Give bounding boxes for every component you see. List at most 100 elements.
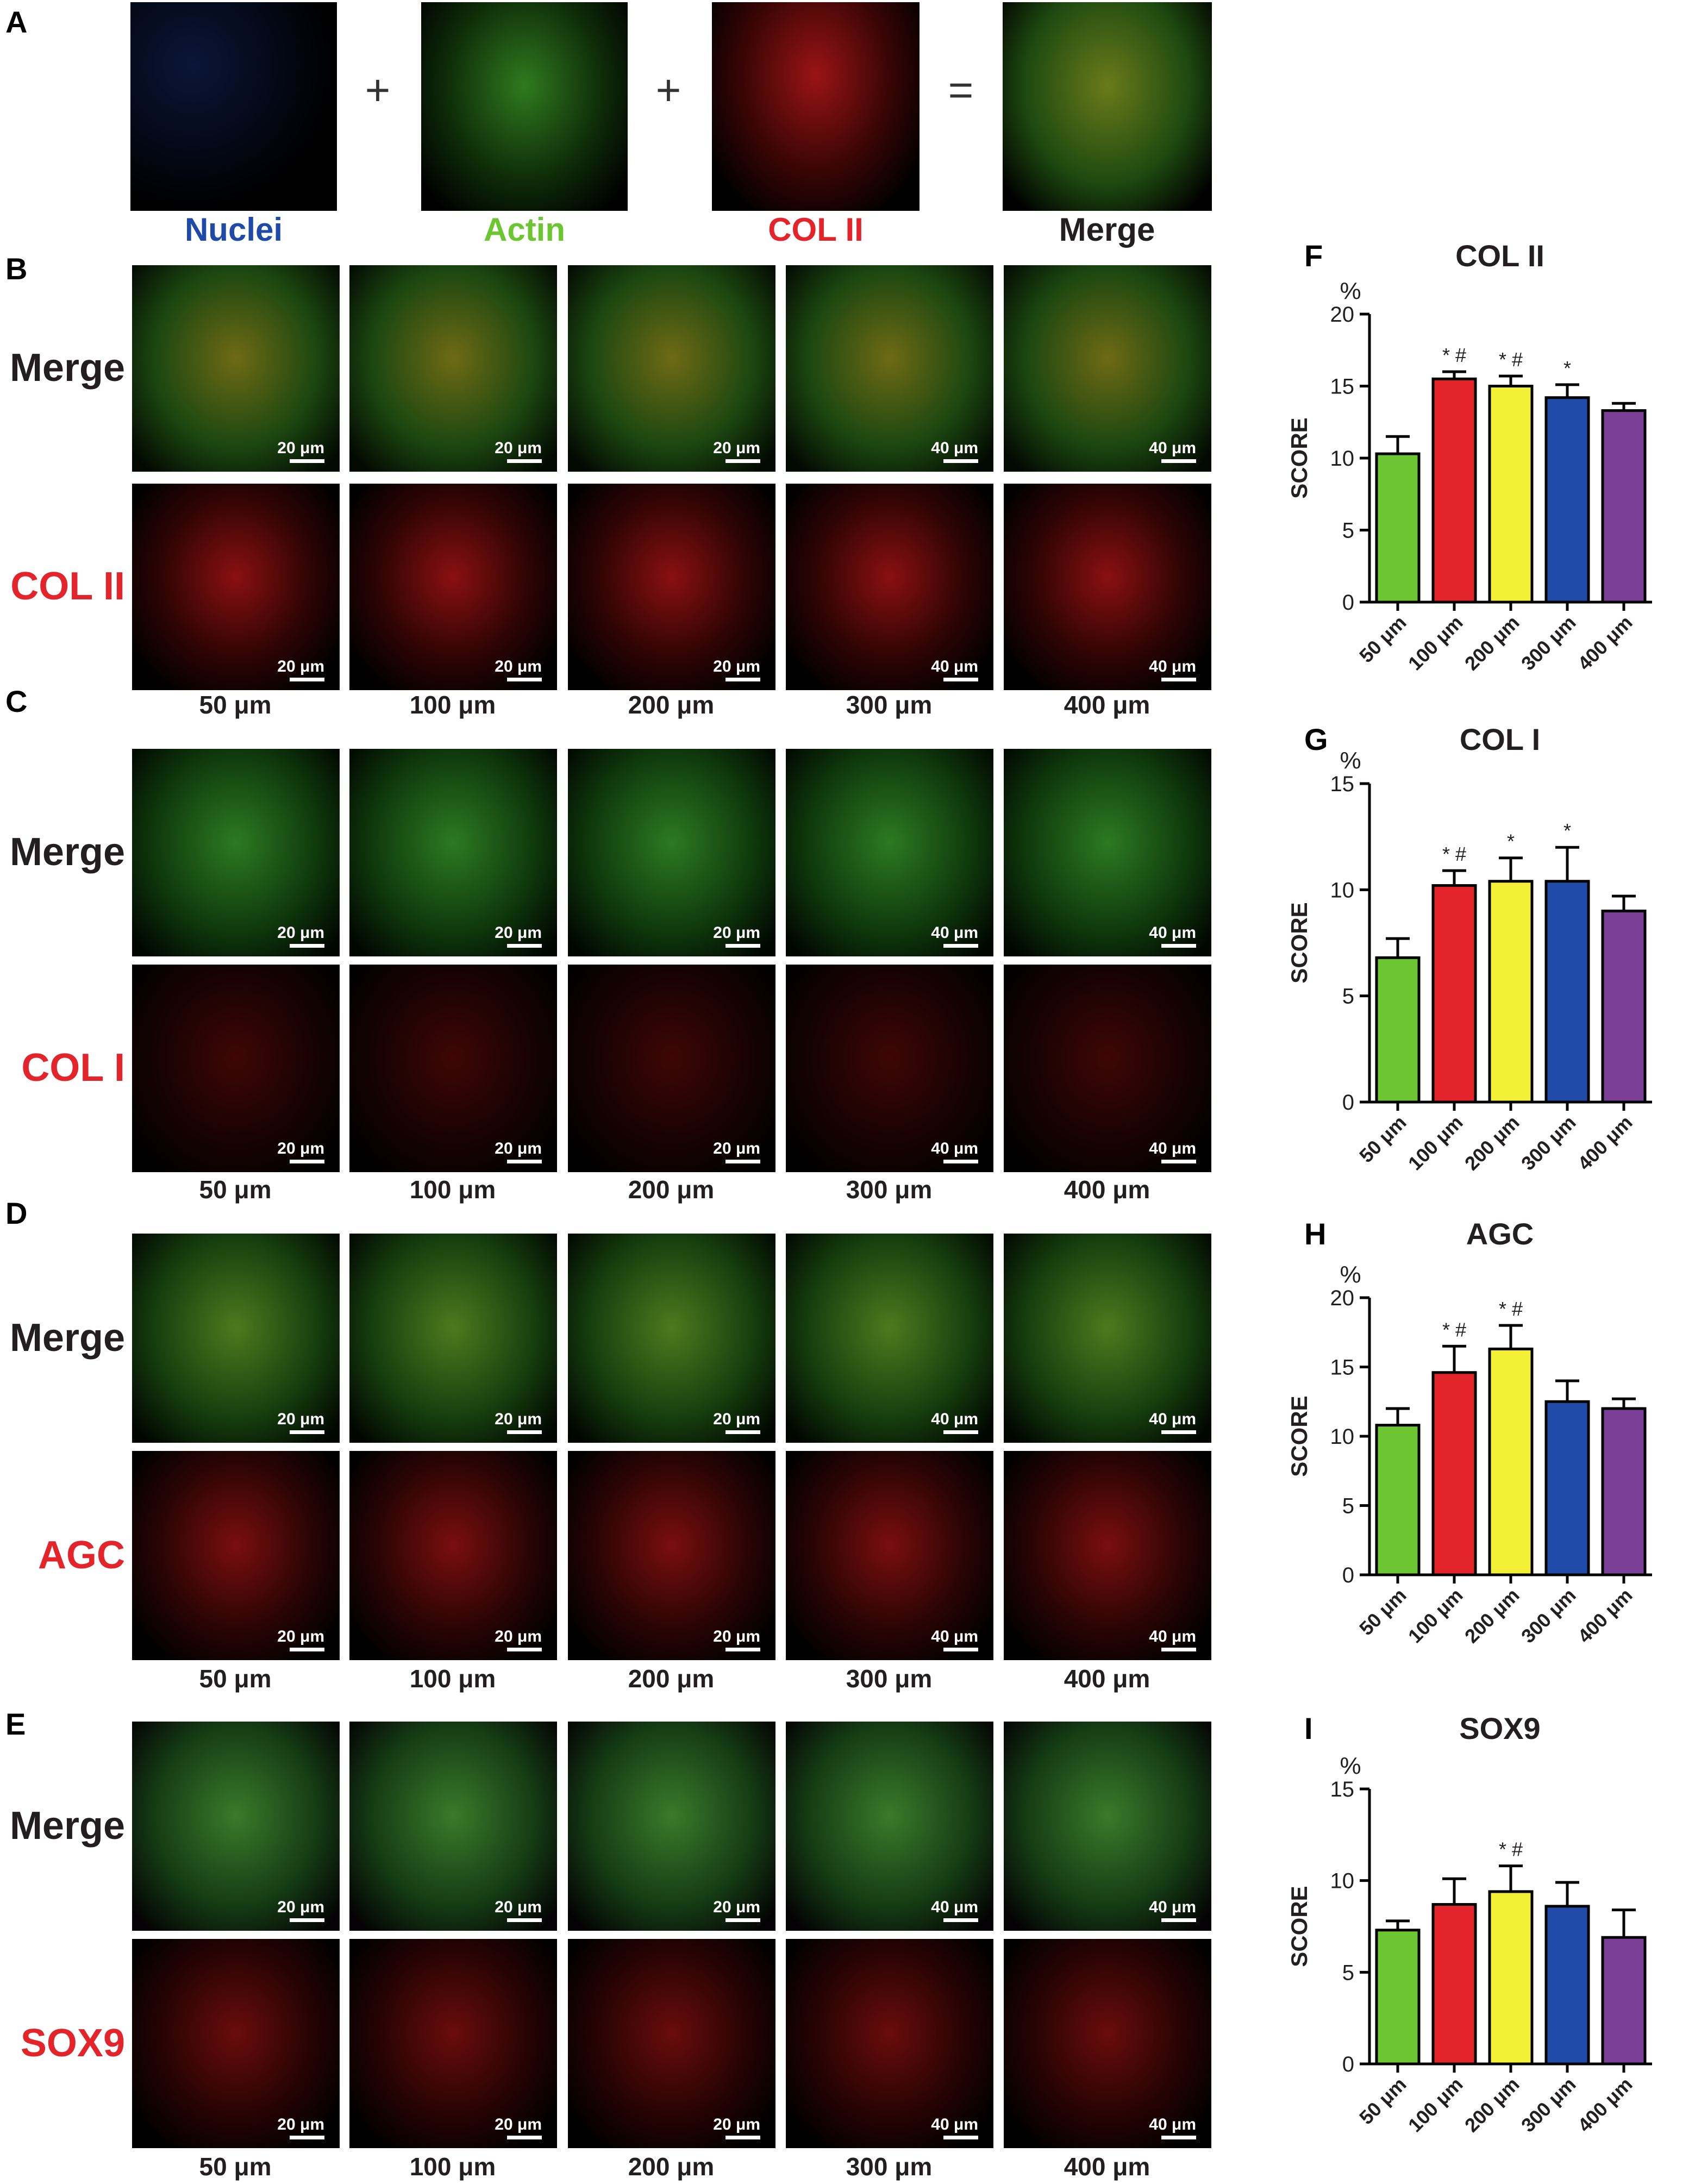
scale-bar <box>725 1160 760 1163</box>
bar-4 <box>1544 880 1590 1104</box>
scale-bar-label: 20 μm <box>713 439 760 457</box>
plus-operator-2: + <box>655 66 681 114</box>
scale-bar-label: 40 μm <box>1149 1410 1196 1428</box>
micrograph-b-stain-5: 40 μm <box>1004 484 1211 690</box>
bar-5 <box>1601 909 1647 1104</box>
scale-bar <box>507 1918 542 1922</box>
micrograph-d-stain-1: 20 μm <box>132 1451 340 1660</box>
scale-bar <box>290 2136 324 2139</box>
scale-bar <box>725 1918 760 1922</box>
x-tick-label: 400 μm <box>1573 1584 1637 1648</box>
equals-operator: = <box>948 66 974 114</box>
micrograph-d-stain-2: 20 μm <box>349 1451 557 1660</box>
y-tick-label: 10 <box>1330 878 1355 902</box>
scale-bar-label: 20 μm <box>495 1410 542 1428</box>
scale-bar-label: 40 μm <box>931 1628 978 1645</box>
row-label-e-merge: Merge <box>9 1804 125 1848</box>
scale-bar-label: 20 μm <box>277 1410 324 1428</box>
micrograph-d-merge-4: 40 μm <box>786 1234 993 1443</box>
column-label-b-5: 400 μm <box>1064 691 1150 719</box>
micrograph-e-stain-3: 20 μm <box>568 1939 775 2148</box>
scale-bar-label: 20 μm <box>495 924 542 942</box>
y-axis-label: SCORE <box>1286 1886 1312 1967</box>
scale-bar <box>507 678 542 681</box>
column-label-b-3: 200 μm <box>628 691 715 719</box>
scale-bar <box>725 944 760 948</box>
micrograph-d-stain-3: 20 μm <box>568 1451 775 1660</box>
scale-bar <box>507 1648 542 1651</box>
scale-bar <box>1161 1430 1196 1434</box>
significance-marker: * <box>1563 819 1571 842</box>
row-label-c-merge: Merge <box>9 830 125 874</box>
column-label-b-4: 300 μm <box>846 691 933 719</box>
chart-title: COL II <box>1455 239 1544 273</box>
scale-bar-label: 20 μm <box>495 1140 542 1157</box>
panel-letter-h: H <box>1304 1217 1326 1251</box>
y-tick-label: 0 <box>1342 1563 1354 1587</box>
x-tick-label: 50 μm <box>1355 611 1411 667</box>
scale-bar-label: 40 μm <box>931 439 978 457</box>
scale-bar-label: 40 μm <box>931 924 978 942</box>
panel-letter-c: C <box>5 684 28 718</box>
row-label-b-stain: COL II <box>10 565 125 608</box>
bar-1 <box>1375 956 1421 1104</box>
column-label-c-5: 400 μm <box>1064 1175 1150 1204</box>
y-tick-label: 20 <box>1330 1286 1355 1310</box>
bar-3 <box>1488 1347 1534 1576</box>
column-label-b-2: 100 μm <box>409 691 496 719</box>
scale-bar <box>290 1648 324 1651</box>
scale-bar-label: 20 μm <box>495 658 542 675</box>
y-tick-label: 15 <box>1330 1778 1355 1801</box>
micrograph-e-stain-5: 40 μm <box>1004 1939 1211 2148</box>
y-tick-label: 10 <box>1330 447 1355 471</box>
bar-5 <box>1601 1407 1647 1576</box>
scale-bar <box>1161 1918 1196 1922</box>
bar-4 <box>1544 1400 1590 1576</box>
row-label-d-merge: Merge <box>9 1316 125 1360</box>
scale-bar <box>943 459 978 463</box>
y-unit: % <box>1340 278 1361 304</box>
column-label-e-2: 100 μm <box>409 2152 496 2181</box>
scale-bar <box>943 2136 978 2139</box>
scale-bar-label: 40 μm <box>1149 439 1196 457</box>
column-label-d-2: 100 μm <box>409 1664 496 1693</box>
scale-bar <box>943 944 978 948</box>
micrograph-c-merge-4: 40 μm <box>786 749 993 956</box>
scale-bar-label: 20 μm <box>713 1140 760 1157</box>
y-tick-label: 0 <box>1342 591 1354 615</box>
scale-bar <box>725 1648 760 1651</box>
micrograph-b-stain-4: 40 μm <box>786 484 993 690</box>
panel-letter-i: I <box>1304 1711 1313 1745</box>
column-label-e-4: 300 μm <box>846 2152 933 2181</box>
y-axis-label: SCORE <box>1286 417 1312 498</box>
y-axis-label: SCORE <box>1286 1395 1312 1476</box>
significance-marker: * # <box>1499 348 1523 371</box>
chart-title: COL I <box>1460 722 1540 756</box>
row-label-b-merge: Merge <box>9 346 125 390</box>
scale-bar <box>290 459 324 463</box>
column-label-c-1: 50 μm <box>199 1175 272 1204</box>
scale-bar-label: 40 μm <box>1149 658 1196 675</box>
scale-bar <box>943 1160 978 1163</box>
label-nuclei: Nuclei <box>184 211 283 248</box>
label-col2: COL II <box>768 211 864 248</box>
micrograph-e-merge-2: 20 μm <box>349 1722 557 1931</box>
bar-3 <box>1488 880 1534 1104</box>
scale-bar <box>290 1430 324 1434</box>
y-unit: % <box>1340 747 1361 774</box>
x-tick-label: 50 μm <box>1355 2073 1411 2129</box>
image-merge <box>1003 2 1212 211</box>
micrograph-c-stain-5: 40 μm <box>1004 965 1211 1172</box>
label-merge: Merge <box>1059 211 1155 248</box>
y-unit: % <box>1340 1261 1361 1288</box>
x-tick-label: 300 μm <box>1517 2073 1580 2137</box>
bar-4 <box>1544 396 1590 604</box>
y-tick-label: 15 <box>1330 375 1355 399</box>
scale-bar-label: 20 μm <box>713 1628 760 1645</box>
column-label-c-4: 300 μm <box>846 1175 933 1204</box>
micrograph-e-stain-2: 20 μm <box>349 1939 557 2148</box>
micrograph-b-stain-1: 20 μm <box>132 484 340 690</box>
micrograph-d-merge-1: 20 μm <box>132 1234 340 1443</box>
micrograph-e-merge-4: 40 μm <box>786 1722 993 1931</box>
